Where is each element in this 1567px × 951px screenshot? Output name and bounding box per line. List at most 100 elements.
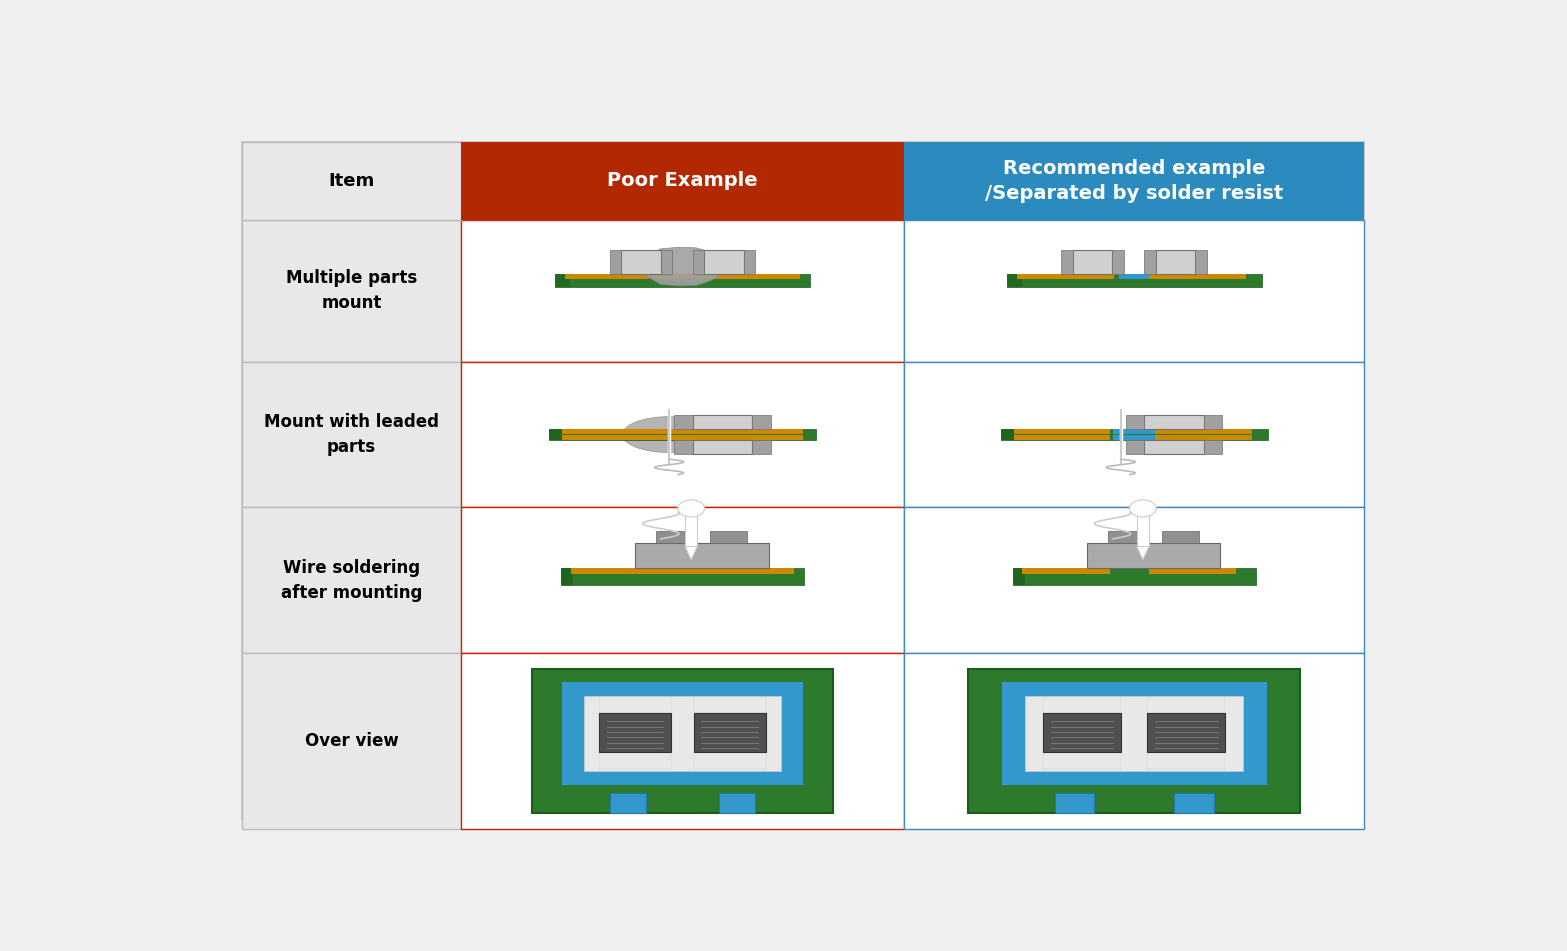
Bar (563, 436, 802, 439)
Bar (674, 439, 693, 454)
Bar (241, 507, 461, 652)
Bar (1113, 250, 1124, 274)
Bar (241, 220, 461, 361)
Bar (1022, 569, 1109, 573)
Bar (610, 250, 621, 274)
Bar (555, 274, 570, 287)
Bar (1113, 436, 1155, 439)
Bar (561, 569, 804, 585)
Polygon shape (1136, 547, 1149, 560)
Bar (555, 274, 810, 287)
Bar (1012, 569, 1255, 585)
Bar (1012, 569, 1025, 585)
Bar (548, 430, 563, 439)
Bar (1006, 274, 1261, 287)
Bar (1000, 430, 1268, 439)
Bar (1044, 752, 1120, 768)
Bar (694, 713, 766, 752)
Bar (610, 793, 646, 813)
Bar (704, 250, 744, 274)
Bar (600, 713, 671, 752)
Bar (570, 569, 794, 573)
Bar (744, 250, 755, 274)
Bar (1073, 250, 1113, 274)
Bar (1147, 697, 1225, 713)
Bar (1136, 509, 1149, 547)
Bar (621, 250, 661, 274)
Bar (1196, 250, 1207, 274)
Bar (674, 415, 693, 430)
Bar (241, 652, 461, 828)
Bar (241, 142, 461, 220)
Bar (583, 696, 782, 771)
Bar (1108, 531, 1145, 543)
Bar (1006, 274, 1022, 287)
Bar (561, 569, 574, 585)
Bar (1061, 250, 1073, 274)
Ellipse shape (1130, 500, 1156, 517)
Bar (600, 697, 671, 713)
Bar (531, 669, 834, 813)
Bar (904, 142, 1365, 220)
Bar (1113, 430, 1155, 434)
Bar (1147, 713, 1225, 752)
Bar (657, 531, 694, 543)
Bar (1025, 696, 1243, 771)
Bar (461, 142, 904, 220)
Bar (1119, 274, 1150, 279)
Bar (1203, 439, 1222, 454)
Bar (635, 543, 769, 569)
Bar (710, 531, 747, 543)
Bar (1150, 274, 1246, 279)
Bar (1144, 439, 1203, 454)
Polygon shape (685, 547, 697, 560)
Bar (461, 507, 904, 652)
Bar (752, 439, 771, 454)
Bar (1127, 439, 1144, 454)
Bar (904, 220, 1365, 361)
Bar (1001, 682, 1266, 786)
Bar (904, 361, 1365, 507)
Bar (1017, 274, 1114, 279)
Text: Poor Example: Poor Example (606, 171, 758, 190)
Text: Recommended example
/Separated by solder resist: Recommended example /Separated by solder… (986, 159, 1283, 203)
Bar (1203, 415, 1222, 430)
Bar (1155, 430, 1252, 434)
Bar (1161, 531, 1199, 543)
Bar (1000, 430, 1014, 439)
Bar (904, 507, 1365, 652)
Bar (904, 652, 1365, 828)
Ellipse shape (622, 417, 716, 453)
Bar (1147, 752, 1225, 768)
Bar (968, 669, 1299, 813)
Bar (694, 697, 766, 713)
Bar (719, 793, 755, 813)
Bar (563, 682, 802, 786)
Bar (241, 361, 461, 507)
Bar (461, 361, 904, 507)
Bar (1144, 415, 1203, 430)
Bar (685, 509, 697, 547)
Bar (1044, 697, 1120, 713)
Bar (1155, 436, 1252, 439)
Text: Mount with leaded
parts: Mount with leaded parts (263, 413, 439, 456)
Bar (1044, 713, 1120, 752)
Bar (693, 439, 752, 454)
Bar (461, 220, 904, 361)
Bar (1087, 543, 1221, 569)
Bar (661, 250, 672, 274)
Bar (461, 652, 904, 828)
Bar (1055, 793, 1094, 813)
Text: Multiple parts
mount: Multiple parts mount (285, 269, 417, 312)
Text: Over view: Over view (304, 731, 398, 749)
Text: Item: Item (329, 172, 375, 190)
Bar (1149, 569, 1236, 573)
Bar (693, 250, 704, 274)
Bar (548, 430, 816, 439)
Bar (563, 430, 802, 434)
Bar (566, 274, 799, 279)
Bar (694, 752, 766, 768)
Text: Wire soldering
after mounting: Wire soldering after mounting (280, 558, 422, 602)
Bar (1014, 430, 1109, 434)
Bar (1127, 415, 1144, 430)
